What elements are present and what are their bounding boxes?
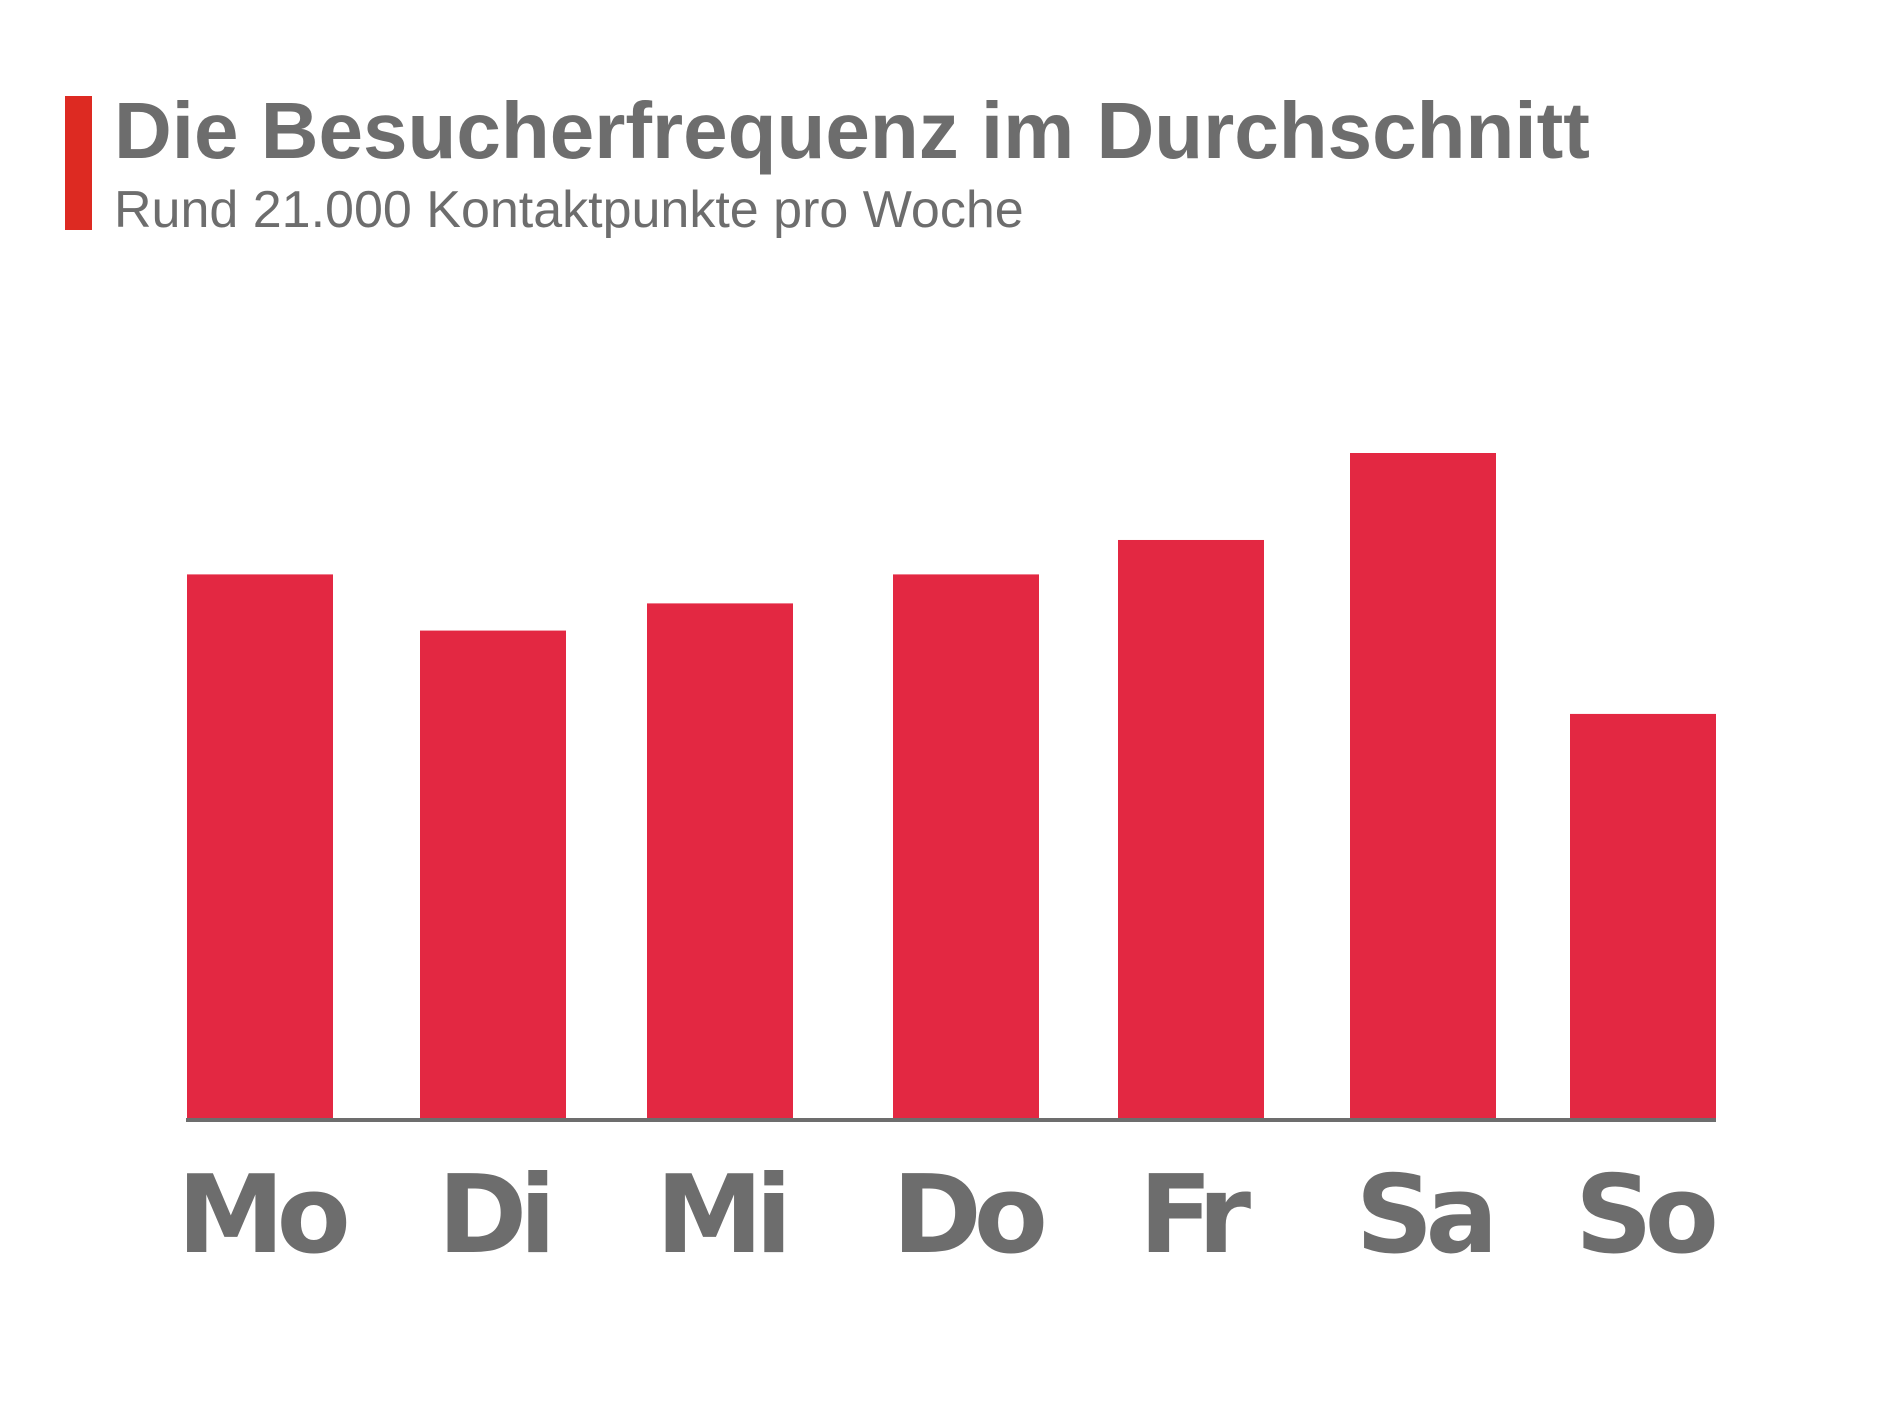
chart-title: Die Besucherfrequenz im Durchschnitt bbox=[114, 86, 1590, 175]
x-tick-label-so: So bbox=[1575, 1153, 1715, 1278]
x-tick-label-di: Di bbox=[438, 1153, 549, 1278]
x-tick-labels: Mo Di Mi Do Fr Sa So bbox=[177, 1153, 1723, 1278]
bars-group bbox=[187, 453, 1716, 1118]
bar-mi bbox=[647, 603, 793, 1118]
x-tick-label-sa: Sa bbox=[1356, 1153, 1491, 1278]
x-tick-label-do: Do bbox=[892, 1153, 1044, 1278]
chart-subtitle: Rund 21.000 Kontaktpunkte pro Woche bbox=[114, 181, 1024, 239]
title-accent-bar bbox=[65, 96, 92, 230]
bar-do bbox=[893, 574, 1039, 1118]
bar-so bbox=[1570, 713, 1716, 1118]
bar-fr bbox=[1118, 539, 1264, 1118]
bar-mo bbox=[187, 574, 333, 1118]
x-tick-label-fr: Fr bbox=[1139, 1153, 1251, 1278]
bar-sa bbox=[1350, 453, 1496, 1118]
x-tick-label-mi: Mi bbox=[656, 1153, 785, 1278]
x-tick-label-mo: Mo bbox=[177, 1153, 346, 1278]
bar-di bbox=[420, 630, 566, 1118]
